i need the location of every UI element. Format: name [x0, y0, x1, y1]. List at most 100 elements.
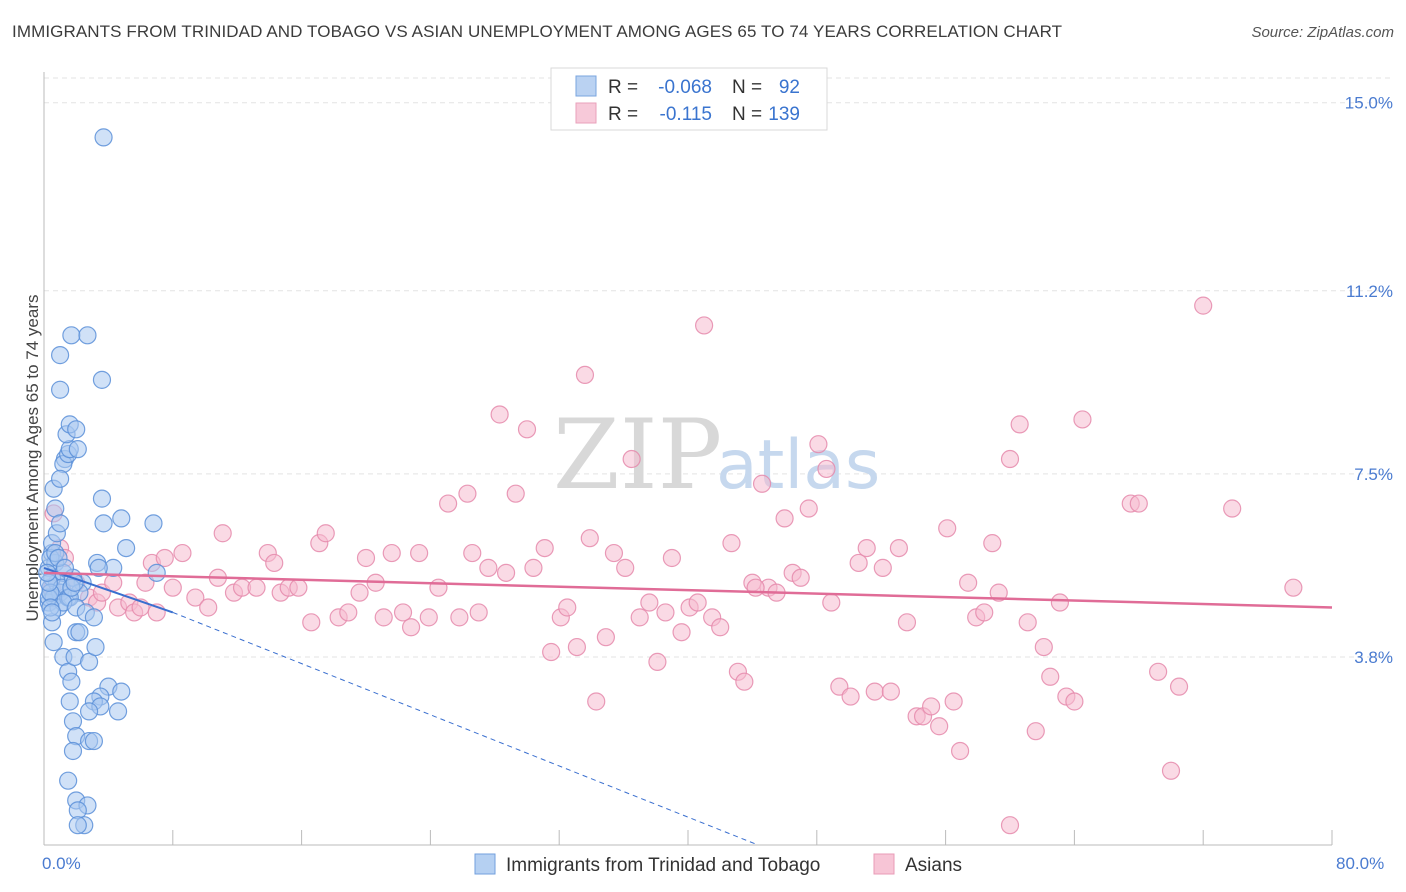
asians-point-48: [458, 484, 477, 503]
asians-point-108: [944, 692, 963, 711]
y-tick-label-0: 3.8%: [1354, 648, 1393, 667]
asians-point-66: [604, 543, 624, 563]
chart-source: Source: ZipAtlas.com: [1251, 24, 1394, 41]
asians-point-49: [463, 543, 482, 563]
asians-point-63: [580, 529, 599, 548]
trinidad-point-36: [94, 514, 113, 533]
trinidad-point-86: [42, 603, 62, 622]
trinidad-point-34: [94, 128, 113, 147]
gridlines: [44, 77, 1392, 658]
trend-line-trinidad: [43, 566, 174, 614]
asians-point-60: [558, 598, 577, 617]
asians-point-105: [922, 697, 941, 716]
trinidad-point-63: [112, 682, 131, 701]
asians-point-131: [1223, 499, 1242, 518]
correlation-legend: R = -0.068 N = 92 R = -0.115 N = 139: [550, 67, 828, 131]
asians-point-93: [822, 593, 841, 612]
trinidad-point-28: [50, 469, 70, 488]
asians-point-70: [640, 593, 659, 612]
trend-lines: [43, 566, 1333, 846]
asians-point-71: [648, 652, 667, 672]
legend-r-value-1: -0.068: [658, 77, 712, 98]
asians-point-127: [1149, 662, 1168, 681]
asians-point-91: [809, 435, 828, 454]
asians-point-68: [622, 449, 641, 469]
legend-n-value-1: 92: [779, 77, 800, 98]
asians-point-17: [163, 578, 182, 597]
asians-point-25: [247, 578, 266, 597]
y-tick-label-3: 15.0%: [1345, 94, 1393, 113]
trinidad-point-29: [50, 380, 70, 399]
asians-point-19: [186, 588, 205, 607]
asians-point-36: [350, 583, 369, 602]
asians-point-97: [857, 538, 876, 558]
trinidad-point-39: [144, 514, 163, 533]
asians-point-47: [450, 608, 469, 627]
asians-point-118: [1026, 722, 1045, 741]
bottom-legend-label-pink: Asians: [905, 855, 962, 876]
asians-point-99: [873, 558, 892, 577]
x-tick-label-min: 0.0%: [42, 854, 81, 873]
chart-title: IMMIGRANTS FROM TRINIDAD AND TOBAGO VS A…: [12, 22, 1063, 41]
asians-point-22: [213, 524, 232, 543]
legend-n-label-2: N =: [732, 104, 762, 125]
asians-point-101: [889, 538, 909, 558]
asians-point-72: [656, 603, 675, 622]
asians-point-95: [841, 687, 860, 706]
trinidad-point-26: [67, 420, 86, 439]
trinidad-point-38: [117, 538, 136, 558]
legend-r-value-2: -0.115: [660, 104, 712, 125]
trinidad-point-40: [147, 563, 166, 582]
asians-point-90: [799, 499, 818, 518]
asians-point-44: [419, 608, 438, 627]
asians-point-110: [959, 573, 978, 592]
asians-point-30: [289, 578, 308, 597]
asians-point-123: [1065, 692, 1084, 711]
asians-point-96: [849, 553, 868, 573]
asians-point-51: [479, 558, 498, 577]
trinidad-point-75: [59, 771, 78, 790]
asians-point-120: [1041, 667, 1060, 686]
asians-point-67: [616, 558, 635, 577]
asians-point-98: [865, 682, 884, 701]
trend-line-trinidad-dashed: [172, 611, 759, 846]
asians-point-106: [930, 717, 949, 736]
asians-point-124: [1073, 410, 1092, 429]
asians-point-56: [524, 558, 543, 577]
trinidad-point-69: [79, 702, 99, 721]
legend-n-label-1: N =: [732, 77, 762, 98]
asians-point-76: [688, 593, 707, 612]
asians-point-133: [1000, 816, 1020, 835]
trinidad-point-68: [108, 702, 128, 721]
x-tick-label-max: 80.0%: [1336, 854, 1384, 873]
trinidad-point-74: [63, 741, 83, 761]
asians-point-50: [469, 603, 488, 622]
asians-point-45: [429, 578, 448, 597]
asians-point-89: [791, 568, 810, 587]
asians-point-102: [897, 613, 917, 632]
asians-point-87: [775, 509, 794, 528]
asians-point-43: [410, 543, 429, 563]
asians-point-35: [339, 603, 358, 622]
asians-point-84: [752, 474, 772, 493]
trinidad-point-18: [50, 514, 70, 533]
asians-point-42: [401, 618, 421, 637]
asians-point-74: [672, 623, 691, 642]
trinidad-point-73: [84, 731, 104, 751]
trinidad-point-59: [86, 637, 105, 657]
asians-point-129: [1169, 677, 1189, 696]
asians-point-77: [694, 316, 714, 335]
trinidad-point-61: [70, 623, 89, 642]
y-tick-labels: 3.8% 7.5% 11.2% 15.0%: [1345, 94, 1393, 667]
asians-point-114: [989, 583, 1008, 602]
asians-point-80: [722, 534, 741, 553]
trinidad-point-32: [78, 326, 97, 345]
asians-point-116: [1010, 415, 1029, 434]
asians-point-126: [1129, 494, 1148, 513]
asians-point-46: [439, 494, 458, 513]
trinidad-point-65: [60, 692, 79, 711]
asians-point-52: [490, 405, 509, 424]
asians-point-58: [542, 642, 561, 662]
legend-swatch-blue: [575, 75, 597, 97]
